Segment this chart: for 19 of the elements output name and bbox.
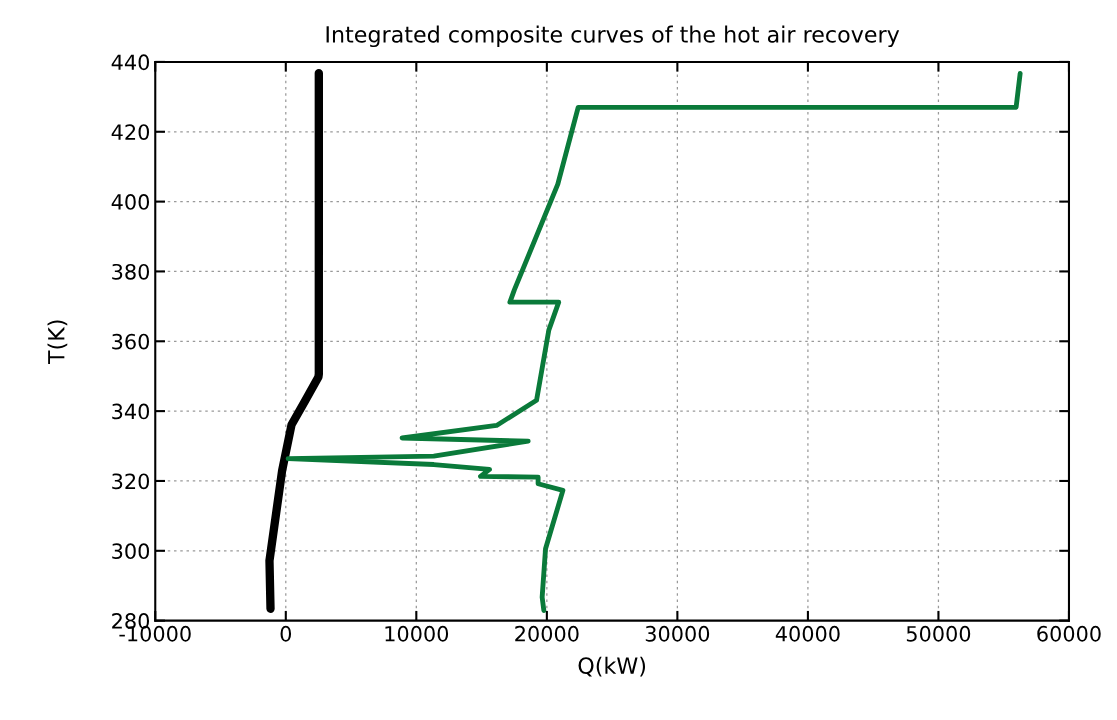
y-tick-label: 420: [111, 124, 150, 140]
y-tick-label: 340: [112, 403, 150, 420]
x-tick-label: 30000: [645, 625, 710, 642]
x-tick-label: 0: [280, 625, 292, 642]
x-tick-label: 60000: [1037, 625, 1101, 642]
y-tick-label: 360: [112, 333, 150, 350]
y-tick-label: 400: [111, 194, 150, 210]
y-tick-label: 440: [111, 54, 150, 71]
chart-title: Integrated composite curves of the hot air recovery: [326, 25, 900, 48]
line-series: [285, 71, 1023, 613]
y-axis-title: T(K): [47, 320, 68, 365]
x-tick-label: 50000: [906, 625, 971, 642]
x-axis-title: Q(kW): [578, 656, 646, 677]
y-tick-label: 320: [112, 473, 150, 490]
y-tick-label: 300: [112, 543, 150, 560]
x-tick-label: 10000: [385, 625, 449, 642]
x-tick-label: 40000: [775, 625, 840, 642]
x-tick-label: 20000: [515, 625, 579, 642]
y-tick-label: 380: [112, 263, 150, 280]
